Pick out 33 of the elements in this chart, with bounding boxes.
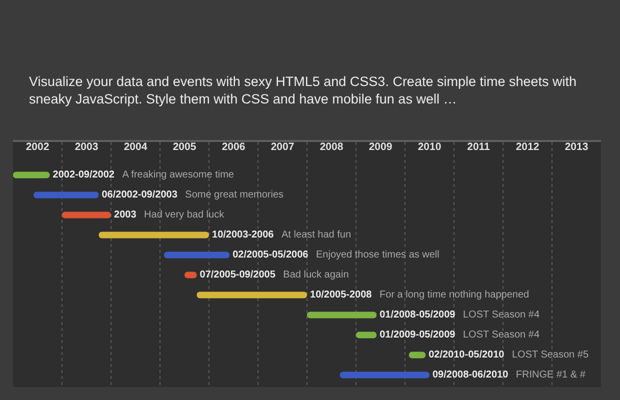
bar <box>196 292 307 298</box>
y-tick-label: 06/2002-09/2003 Some great memories <box>102 190 284 200</box>
x-tick-label: 2013 <box>564 141 588 154</box>
x-tick-label: 2012 <box>516 141 540 154</box>
chart-title: Visualize your data and events with sexy HTML5 and CSS3. Create simple time sheets with sneaky JavaScript. Style them with CSS and have mobile fun as well … <box>29 74 577 107</box>
bar <box>13 172 50 178</box>
y-tick-label: 01/2009-05/2009 LOST Season #4 <box>380 330 540 340</box>
bar <box>356 332 377 338</box>
x-tick-label: 2004 <box>124 141 148 154</box>
bar <box>62 212 111 218</box>
x-tick-label: 2008 <box>320 141 344 154</box>
y-tick-label: 10/2003-2006 At least had fun <box>212 230 352 240</box>
bar <box>98 232 209 238</box>
x-tick-label: 2007 <box>270 141 294 154</box>
x-tick-label: 2006 <box>222 141 246 154</box>
y-tick-label: 10/2005-2008 For a long time nothing happened <box>310 290 530 300</box>
y-tick-label: 2003 Had very bad luck <box>114 210 226 220</box>
y-tick-label: 01/2008-05/2009 LOST Season #4 <box>380 310 540 320</box>
x-tick-label: 2002 <box>26 141 50 154</box>
y-tick-label: 02/2010-05/2010 LOST Season #5 <box>428 350 589 360</box>
x-tick-label: 2003 <box>74 141 98 154</box>
y-tick-label: 2002-09/2002 A freaking awesome time <box>52 170 234 180</box>
bar <box>307 312 377 318</box>
x-tick-label: 2005 <box>172 141 196 154</box>
y-tick-label: 02/2005-05/2006 Enjoyed those times as well <box>232 250 440 260</box>
x-tick-label: 2009 <box>368 141 392 154</box>
bar <box>34 192 99 198</box>
x-tick-label: 2011 <box>467 141 490 154</box>
bar <box>164 252 230 258</box>
y-tick-label: 07/2005-09/2005 Bad luck again <box>200 270 349 280</box>
y-tick-label: 09/2008-06/2010 FRINGE #1 & # <box>432 370 586 380</box>
bar <box>340 372 430 378</box>
x-tick-label: 2010 <box>418 141 442 154</box>
